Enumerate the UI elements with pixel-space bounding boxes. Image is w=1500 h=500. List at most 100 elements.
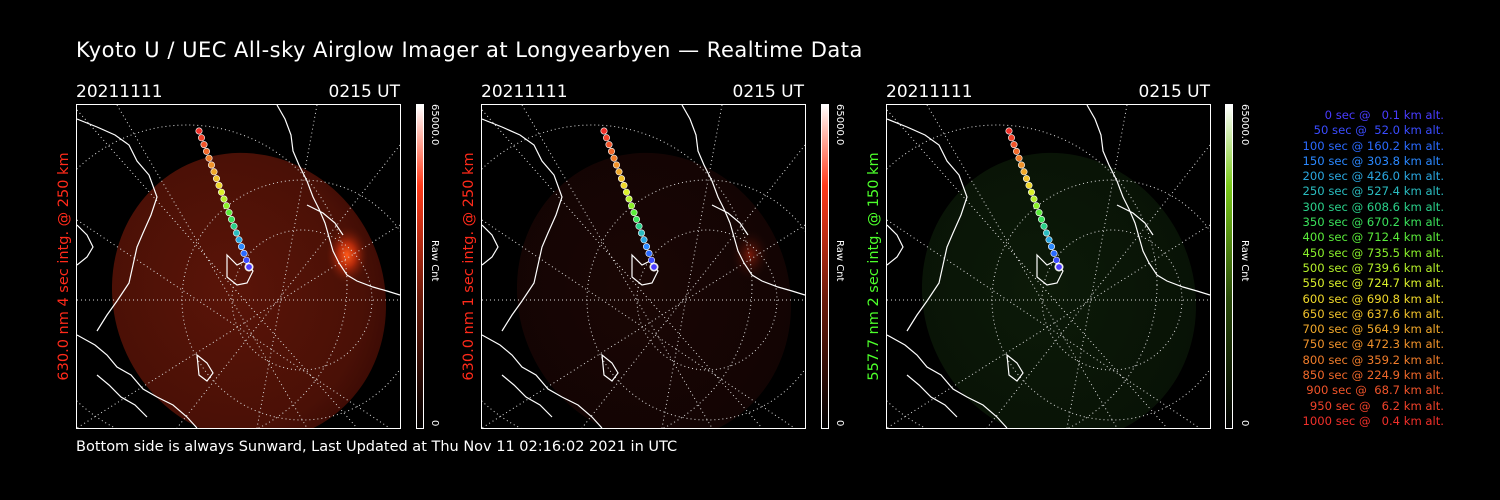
trajectory-point	[620, 181, 628, 189]
coastline	[482, 118, 563, 332]
coastline	[887, 118, 968, 332]
panel-2-map	[482, 105, 805, 428]
coastline	[306, 204, 344, 236]
trajectory-point	[608, 147, 616, 155]
panel-3-time: 0215 UT	[1138, 82, 1211, 102]
trajectory-point	[625, 195, 633, 203]
page-title: Kyoto U / UEC All-sky Airglow Imager at …	[76, 38, 863, 62]
trajectory-point	[1025, 181, 1033, 189]
legend-row: 200 sec @ 426.0 km alt.	[1302, 169, 1444, 184]
trajectory-point	[210, 168, 218, 176]
trajectory-point	[228, 215, 236, 223]
panel-3-colorbar-max: 65000.0	[1239, 104, 1250, 146]
trajectory-point	[613, 161, 621, 169]
trajectory-point	[605, 141, 613, 149]
grid-circle	[482, 124, 753, 428]
airglow-field	[516, 152, 792, 428]
trajectory-point	[1055, 263, 1063, 271]
legend-row: 50 sec @ 52.0 km alt.	[1313, 123, 1444, 138]
trajectory-point	[633, 215, 641, 223]
trajectory-point	[200, 141, 208, 149]
panel-1-colorbar-max: 65000.0	[429, 104, 440, 146]
coastline	[96, 374, 148, 418]
legend-row: 500 sec @ 739.6 km alt.	[1302, 260, 1444, 275]
coastline	[196, 353, 214, 382]
coastline	[631, 253, 659, 286]
grid-circle	[636, 229, 778, 371]
legend-row: 650 sec @ 637.6 km alt.	[1302, 306, 1444, 321]
legend-row: 1000 sec @ 0.4 km alt.	[1302, 413, 1444, 428]
observatory-marker	[649, 262, 659, 272]
coastline	[482, 334, 603, 428]
trajectory-point	[1005, 127, 1013, 135]
trajectory-point	[618, 175, 626, 183]
trajectory-point	[635, 222, 643, 230]
trajectory-point	[203, 147, 211, 155]
panel-1-time: 0215 UT	[328, 82, 401, 102]
panel-3-colorbar-unit: Raw Cnt	[1239, 240, 1250, 282]
panel-1-map	[77, 105, 400, 428]
coastline	[681, 105, 805, 296]
trajectory-point	[600, 127, 608, 135]
trajectory-point	[1033, 202, 1041, 210]
grid-circle	[77, 124, 348, 428]
footer-status: Bottom side is always Sunward, Last Upda…	[76, 439, 678, 455]
observatory-marker	[1054, 262, 1064, 272]
trajectory-point	[205, 154, 213, 162]
trajectory-point	[245, 263, 253, 271]
coastline	[887, 334, 1008, 428]
coastline	[906, 374, 958, 418]
legend-row: 250 sec @ 527.4 km alt.	[1302, 184, 1444, 199]
legend-row: 950 sec @ 6.2 km alt.	[1309, 398, 1444, 413]
trajectory-point	[645, 249, 653, 257]
coastline	[226, 253, 254, 286]
trajectory-point	[1040, 222, 1048, 230]
grid-circle	[231, 229, 373, 371]
trajectory-point	[238, 243, 246, 251]
grid-meridian	[581, 144, 805, 428]
trajectory-point	[215, 181, 223, 189]
trajectory-point	[1045, 236, 1053, 244]
coastline	[77, 224, 94, 266]
coastline	[887, 224, 904, 266]
trajectory-point	[1038, 215, 1046, 223]
trajectory-point	[648, 256, 656, 264]
grid-circle	[887, 124, 1158, 428]
coastline	[77, 334, 198, 428]
trajectory-point	[1008, 134, 1016, 142]
legend-row: 800 sec @ 359.2 km alt.	[1302, 352, 1444, 367]
trajectory-point	[240, 249, 248, 257]
trajectory-point	[1053, 256, 1061, 264]
grid-meridian	[77, 219, 391, 428]
trajectory-point	[1048, 243, 1056, 251]
panel-3-colorbar-min: 0	[1239, 420, 1250, 427]
trajectory-point	[1023, 175, 1031, 183]
trajectory-point	[213, 175, 221, 183]
panel-2-colorbar-unit: Raw Cnt	[834, 240, 845, 282]
legend-row: 850 sec @ 224.9 km alt.	[1302, 368, 1444, 383]
trajectory-point	[623, 188, 631, 196]
trajectory-point	[1043, 229, 1051, 237]
panel-3-side-label: 557.7 nm 2 sec intg. @ 150 km	[866, 152, 882, 381]
trajectory-point	[235, 236, 243, 244]
trajectory-point	[230, 222, 238, 230]
panel-3-allsky-image	[886, 104, 1211, 429]
trajectory-point	[1050, 249, 1058, 257]
grid-meridian	[482, 219, 796, 428]
trajectory-point	[1030, 195, 1038, 203]
grid-meridian	[256, 105, 318, 428]
coastline	[711, 204, 749, 236]
trajectory-point	[610, 154, 618, 162]
trajectory-point	[650, 263, 658, 271]
grid-meridian	[116, 105, 308, 428]
panel-2-colorbar	[821, 104, 829, 429]
trajectory-point	[198, 134, 206, 142]
panel-1-colorbar	[416, 104, 424, 429]
legend-row: 900 sec @ 68.7 km alt.	[1306, 383, 1444, 398]
legend-row: 750 sec @ 472.3 km alt.	[1302, 337, 1444, 352]
legend-row: 600 sec @ 690.8 km alt.	[1302, 291, 1444, 306]
trajectory-point	[1010, 141, 1018, 149]
legend-row: 350 sec @ 670.2 km alt.	[1302, 215, 1444, 230]
panel-2-colorbar-max: 65000.0	[834, 104, 845, 146]
trajectory-point	[208, 161, 216, 169]
